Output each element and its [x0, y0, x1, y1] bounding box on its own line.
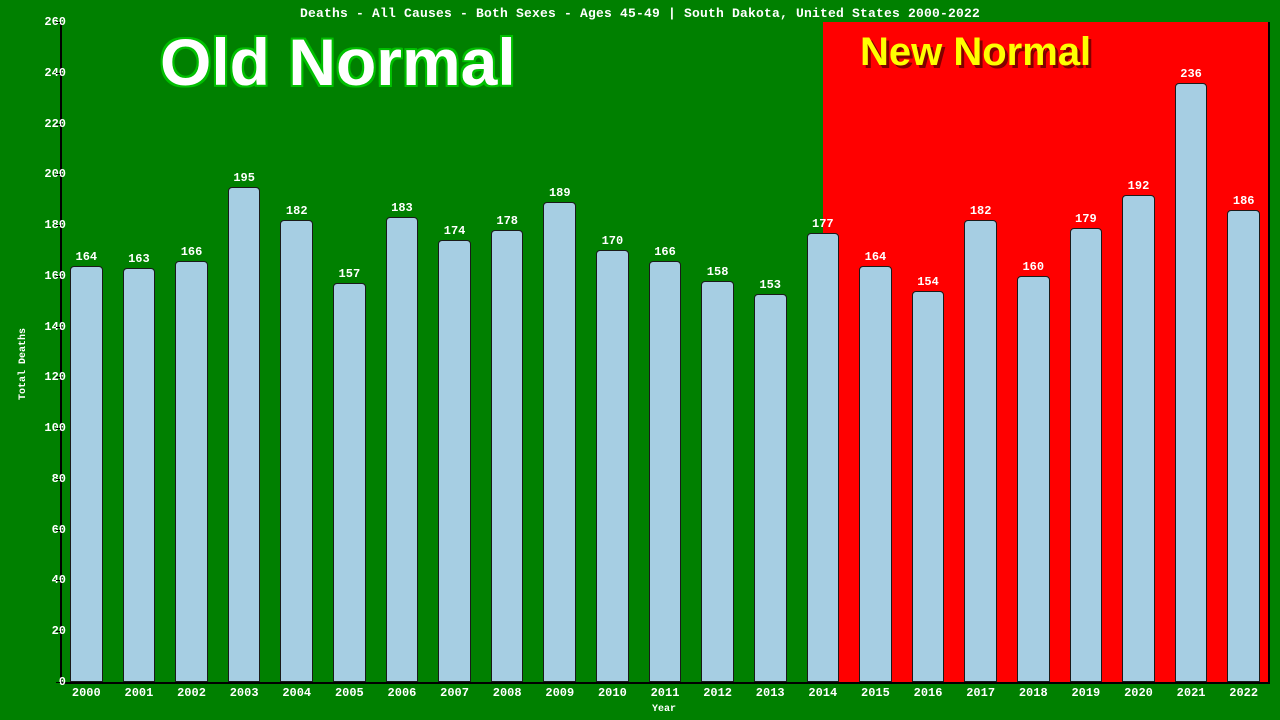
y-tick-mark-120 — [56, 377, 60, 378]
bar-value-2011: 166 — [654, 245, 676, 259]
bar-value-2002: 166 — [181, 245, 203, 259]
x-tick-2003: 2003 — [230, 686, 259, 700]
y-tick-mark-200 — [56, 174, 60, 175]
bar-value-2007: 174 — [444, 224, 466, 238]
bar-value-2004: 182 — [286, 204, 308, 218]
x-tick-2005: 2005 — [335, 686, 364, 700]
x-tick-2018: 2018 — [1019, 686, 1048, 700]
bar-2003 — [228, 187, 261, 682]
bar-value-2010: 170 — [602, 234, 624, 248]
x-tick-2014: 2014 — [808, 686, 837, 700]
overlay-new-normal: New Normal — [860, 30, 1091, 75]
bar-2018 — [1017, 276, 1050, 682]
bar-value-2003: 195 — [233, 171, 255, 185]
x-tick-2015: 2015 — [861, 686, 890, 700]
bar-2005 — [333, 283, 366, 682]
bar-value-2000: 164 — [75, 250, 97, 264]
y-tick-mark-240 — [56, 73, 60, 74]
deaths-bar-chart: Deaths - All Causes - Both Sexes - Ages … — [0, 0, 1280, 720]
x-tick-2020: 2020 — [1124, 686, 1153, 700]
bar-value-2017: 182 — [970, 204, 992, 218]
bar-value-2001: 163 — [128, 252, 150, 266]
bar-2015 — [859, 266, 892, 682]
bar-value-2021: 236 — [1180, 67, 1202, 81]
x-tick-2004: 2004 — [282, 686, 311, 700]
bar-2020 — [1122, 195, 1155, 682]
y-tick-mark-100 — [56, 428, 60, 429]
bar-2014 — [807, 233, 840, 682]
x-tick-2021: 2021 — [1177, 686, 1206, 700]
chart-title: Deaths - All Causes - Both Sexes - Ages … — [0, 6, 1280, 21]
x-axis-line — [60, 682, 1270, 684]
bar-value-2013: 153 — [759, 278, 781, 292]
y-tick-mark-220 — [56, 124, 60, 125]
bar-2022 — [1227, 210, 1260, 682]
x-tick-2012: 2012 — [703, 686, 732, 700]
x-tick-2010: 2010 — [598, 686, 627, 700]
bar-2012 — [701, 281, 734, 682]
x-tick-2016: 2016 — [914, 686, 943, 700]
y-tick-mark-0 — [56, 682, 60, 683]
bar-value-2006: 183 — [391, 201, 413, 215]
y-tick-mark-160 — [56, 276, 60, 277]
y-tick-mark-40 — [56, 580, 60, 581]
y-tick-mark-140 — [56, 327, 60, 328]
bar-value-2009: 189 — [549, 186, 571, 200]
x-tick-2001: 2001 — [125, 686, 154, 700]
y-axis-label: Total Deaths — [18, 328, 29, 400]
overlay-old-normal: Old Normal — [160, 24, 516, 100]
bar-value-2012: 158 — [707, 265, 729, 279]
bar-2013 — [754, 294, 787, 682]
bar-value-2008: 178 — [496, 214, 518, 228]
bar-2006 — [386, 217, 419, 682]
x-tick-2002: 2002 — [177, 686, 206, 700]
bar-2009 — [543, 202, 576, 682]
x-tick-2019: 2019 — [1071, 686, 1100, 700]
x-tick-2013: 2013 — [756, 686, 785, 700]
bar-value-2005: 157 — [339, 267, 361, 281]
bar-2016 — [912, 291, 945, 682]
x-tick-2008: 2008 — [493, 686, 522, 700]
bar-value-2014: 177 — [812, 217, 834, 231]
bar-2000 — [70, 266, 103, 682]
bar-2017 — [964, 220, 997, 682]
y-tick-mark-260 — [56, 22, 60, 23]
bar-value-2016: 154 — [917, 275, 939, 289]
bar-2001 — [123, 268, 156, 682]
bar-2002 — [175, 261, 208, 682]
y-tick-mark-20 — [56, 631, 60, 632]
x-tick-2011: 2011 — [651, 686, 680, 700]
x-tick-2022: 2022 — [1229, 686, 1258, 700]
y-axis-line-right — [1268, 22, 1270, 682]
bar-value-2018: 160 — [1022, 260, 1044, 274]
x-tick-2009: 2009 — [545, 686, 574, 700]
y-tick-mark-60 — [56, 530, 60, 531]
plot-area: Old Normal New Normal 164 163 166 195 182 157 18… — [60, 22, 1270, 682]
bar-2021 — [1175, 83, 1208, 682]
x-axis-label: Year — [652, 704, 676, 715]
y-tick-mark-180 — [56, 225, 60, 226]
bar-2010 — [596, 250, 629, 682]
x-tick-2017: 2017 — [966, 686, 995, 700]
x-tick-2007: 2007 — [440, 686, 469, 700]
x-tick-2006: 2006 — [388, 686, 417, 700]
bar-value-2019: 179 — [1075, 212, 1097, 226]
y-tick-mark-80 — [56, 479, 60, 480]
bar-value-2020: 192 — [1128, 179, 1150, 193]
x-tick-2000: 2000 — [72, 686, 101, 700]
bar-value-2015: 164 — [865, 250, 887, 264]
bar-value-2022: 186 — [1233, 194, 1255, 208]
bar-2007 — [438, 240, 471, 682]
bar-2011 — [649, 261, 682, 682]
bar-2019 — [1070, 228, 1103, 682]
bar-2004 — [280, 220, 313, 682]
bar-2008 — [491, 230, 524, 682]
